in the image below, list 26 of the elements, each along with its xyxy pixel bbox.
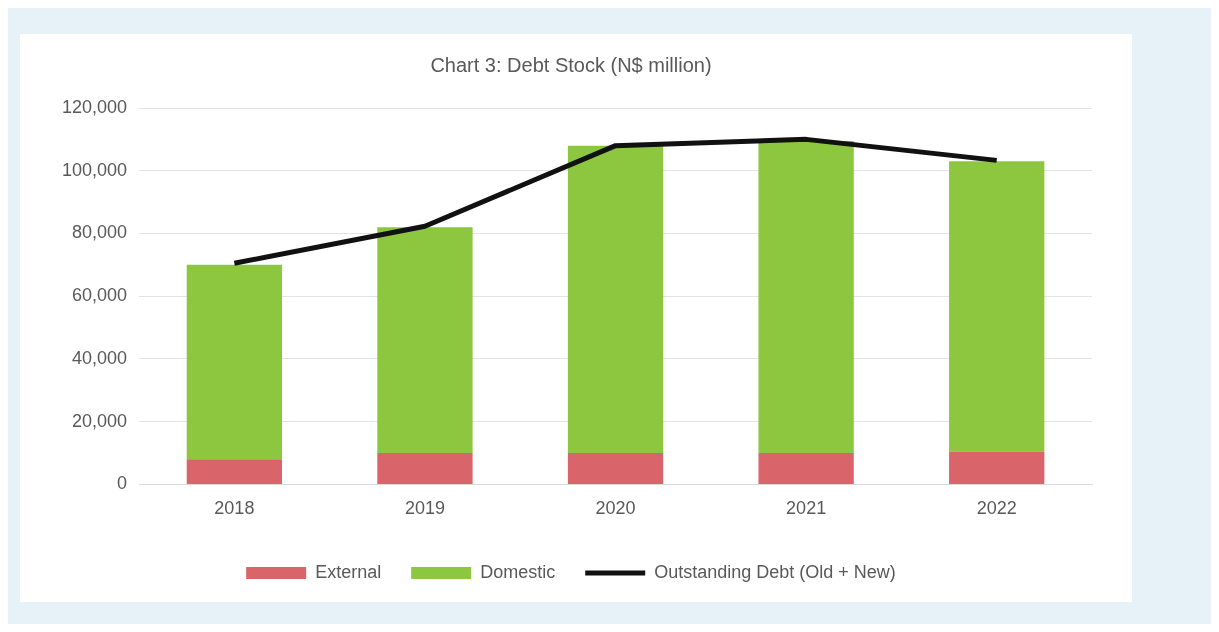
- bar: [567, 453, 664, 484]
- bar: [949, 161, 1045, 452]
- bar: [377, 453, 473, 484]
- y-tick-label: 20,000: [72, 410, 128, 431]
- x-tick-label: 2018: [214, 498, 255, 519]
- chart-title: Chart 3: Debt Stock (N$ million): [430, 53, 712, 76]
- y-tick-label: 80,000: [72, 222, 128, 243]
- legend-label: Domestic: [480, 561, 556, 582]
- x-tick-label: 2019: [404, 498, 445, 519]
- y-tick-label: 120,000: [61, 96, 128, 117]
- bar: [567, 145, 664, 454]
- legend-label: Outstanding Debt (Old + New): [654, 561, 896, 582]
- y-tick-label: 0: [117, 473, 128, 494]
- x-tick-label: 2022: [976, 498, 1017, 519]
- x-tick-label: 2020: [595, 498, 636, 519]
- y-tick-label: 60,000: [72, 285, 128, 306]
- legend-label: External: [315, 561, 382, 582]
- bar: [949, 451, 1045, 484]
- bar: [186, 264, 283, 460]
- x-tick-label: 2021: [786, 498, 827, 519]
- y-tick-label: 40,000: [72, 347, 128, 368]
- y-tick-label: 100,000: [61, 159, 128, 180]
- bar: [758, 453, 854, 484]
- bar: [758, 140, 854, 454]
- bar: [377, 227, 473, 454]
- bar: [186, 459, 283, 484]
